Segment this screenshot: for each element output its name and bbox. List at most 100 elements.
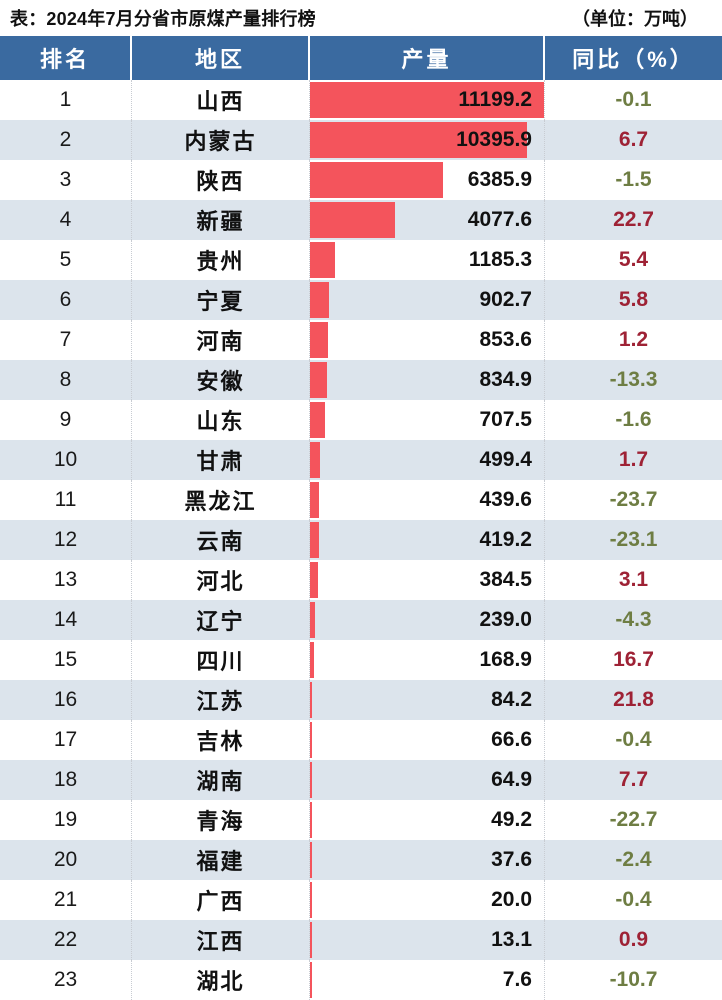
page-title: 表：2024年7月分省市原煤产量排行榜 xyxy=(10,9,316,29)
cell-yoy: -23.7 xyxy=(609,488,658,511)
cell-rank: 19 xyxy=(0,800,132,840)
table-row: 16 江苏 84.2 21.8 xyxy=(0,680,722,720)
cell-area: 湖南 xyxy=(132,760,310,800)
cell-rank: 6 xyxy=(0,280,132,320)
cell-rank: 5 xyxy=(0,240,132,280)
cell-output: 902.7 xyxy=(310,280,545,320)
cell-rank: 2 xyxy=(0,120,132,160)
table-row: 13 河北 384.5 3.1 xyxy=(0,560,722,600)
output-bar xyxy=(310,562,318,598)
output-bar xyxy=(310,242,335,278)
table-header-row: 排名 地区 产量 同比（%） xyxy=(0,36,722,80)
output-value: 168.9 xyxy=(479,648,532,671)
cell-rank: 1 xyxy=(0,80,132,120)
table-row: 5 贵州 1185.3 5.4 xyxy=(0,240,722,280)
table-row: 3 陕西 6385.9 -1.5 xyxy=(0,160,722,200)
cell-area: 湖北 xyxy=(132,960,310,1000)
cell-rank: 13 xyxy=(0,560,132,600)
cell-area: 青海 xyxy=(132,800,310,840)
output-bar xyxy=(310,202,396,238)
table-row: 20 福建 37.6 -2.4 xyxy=(0,840,722,880)
output-value: 499.4 xyxy=(479,448,532,471)
output-value: 37.6 xyxy=(491,848,532,871)
cell-output: 1185.3 xyxy=(310,240,545,280)
cell-output: 239.0 xyxy=(310,600,545,640)
cell-area: 陕西 xyxy=(132,160,310,200)
output-value: 419.2 xyxy=(479,528,532,551)
output-value: 439.6 xyxy=(479,488,532,511)
cell-rank: 11 xyxy=(0,480,132,520)
output-bar xyxy=(310,962,312,998)
cell-area: 甘肃 xyxy=(132,440,310,480)
cell-yoy: -1.5 xyxy=(615,168,652,191)
output-bar xyxy=(310,682,312,718)
table-row: 10 甘肃 499.4 1.7 xyxy=(0,440,722,480)
table-row: 17 吉林 66.6 -0.4 xyxy=(0,720,722,760)
cell-area: 四川 xyxy=(132,640,310,680)
cell-output: 419.2 xyxy=(310,520,545,560)
table-row: 2 内蒙古 10395.9 6.7 xyxy=(0,120,722,160)
cell-rank: 17 xyxy=(0,720,132,760)
output-bar xyxy=(310,322,328,358)
output-value: 707.5 xyxy=(479,408,532,431)
table-row: 21 广西 20.0 -0.4 xyxy=(0,880,722,920)
cell-rank: 7 xyxy=(0,320,132,360)
ranking-table: 排名 地区 产量 同比（%） 1 山西 11199.2 -0.1 2 内蒙古 10395.9… xyxy=(0,36,722,1000)
cell-yoy: -1.6 xyxy=(615,408,652,431)
cell-yoy: 7.7 xyxy=(618,768,649,791)
column-header-yoy: 同比（%） xyxy=(545,36,722,80)
cell-rank: 20 xyxy=(0,840,132,880)
table-row: 19 青海 49.2 -22.7 xyxy=(0,800,722,840)
cell-output: 49.2 xyxy=(310,800,545,840)
column-header-output: 产量 xyxy=(310,36,545,80)
cell-rank: 10 xyxy=(0,440,132,480)
table-row: 9 山东 707.5 -1.6 xyxy=(0,400,722,440)
cell-area: 山西 xyxy=(132,80,310,120)
cell-rank: 23 xyxy=(0,960,132,1000)
table-row: 4 新疆 4077.6 22.7 xyxy=(0,200,722,240)
cell-output: 13.1 xyxy=(310,920,545,960)
table-row: 1 山西 11199.2 -0.1 xyxy=(0,80,722,120)
cell-output: 4077.6 xyxy=(310,200,545,240)
table-row: 6 宁夏 902.7 5.8 xyxy=(0,280,722,320)
cell-rank: 21 xyxy=(0,880,132,920)
cell-yoy: 6.7 xyxy=(618,128,649,151)
output-bar xyxy=(310,282,329,318)
column-header-rank: 排名 xyxy=(0,36,132,80)
cell-output: 6385.9 xyxy=(310,160,545,200)
cell-yoy: 22.7 xyxy=(613,208,654,231)
cell-rank: 14 xyxy=(0,600,132,640)
output-value: 6385.9 xyxy=(467,168,532,191)
column-header-area: 地区 xyxy=(132,36,310,80)
cell-output: 84.2 xyxy=(310,680,545,720)
output-bar xyxy=(310,482,320,518)
cell-rank: 9 xyxy=(0,400,132,440)
cell-rank: 15 xyxy=(0,640,132,680)
cell-output: 499.4 xyxy=(310,440,545,480)
cell-yoy: 5.8 xyxy=(618,288,649,311)
output-value: 834.9 xyxy=(479,368,532,391)
output-value: 7.6 xyxy=(502,968,532,991)
cell-yoy: 1.7 xyxy=(618,448,649,471)
cell-yoy: 21.8 xyxy=(613,688,654,711)
table-title-bar: 表：2024年7月分省市原煤产量排行榜 （单位：万吨） xyxy=(0,0,722,36)
cell-output: 11199.2 xyxy=(310,80,545,120)
cell-area: 内蒙古 xyxy=(132,120,310,160)
cell-yoy: -10.7 xyxy=(609,968,658,991)
cell-rank: 3 xyxy=(0,160,132,200)
cell-area: 吉林 xyxy=(132,720,310,760)
output-value: 4077.6 xyxy=(467,208,532,231)
output-value: 64.9 xyxy=(491,768,532,791)
output-value: 853.6 xyxy=(479,328,532,351)
output-bar xyxy=(310,882,312,918)
cell-area: 山东 xyxy=(132,400,310,440)
output-bar xyxy=(310,82,544,118)
output-value: 1185.3 xyxy=(468,248,532,271)
table-body: 1 山西 11199.2 -0.1 2 内蒙古 10395.9 6.7 3 陕西 6385.9 -1.… xyxy=(0,80,722,1000)
cell-area: 贵州 xyxy=(132,240,310,280)
cell-area: 河南 xyxy=(132,320,310,360)
output-bar xyxy=(310,642,314,678)
cell-output: 834.9 xyxy=(310,360,545,400)
cell-rank: 4 xyxy=(0,200,132,240)
